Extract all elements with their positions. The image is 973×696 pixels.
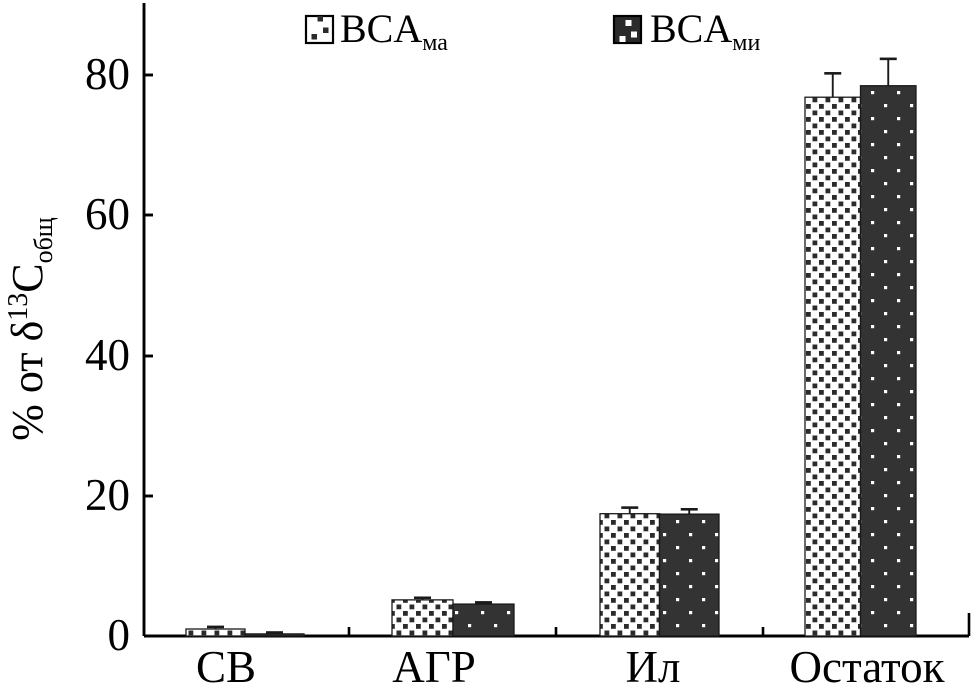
svg-text:0: 0: [108, 610, 131, 660]
svg-text:60: 60: [85, 189, 130, 239]
svg-text:40: 40: [85, 330, 130, 380]
svg-text:СВ: СВ: [196, 642, 256, 692]
svg-text:Остаток: Остаток: [790, 642, 945, 692]
svg-text:20: 20: [85, 470, 130, 520]
svg-text:% от δ13Cобщ: % от δ13Cобщ: [3, 217, 58, 441]
svg-text:80: 80: [85, 49, 130, 99]
svg-text:BCAма: BCAма: [340, 6, 448, 56]
svg-text:АГР: АГР: [392, 642, 476, 692]
svg-text:BCAми: BCAми: [650, 6, 760, 56]
svg-text:Ил: Ил: [626, 642, 681, 692]
